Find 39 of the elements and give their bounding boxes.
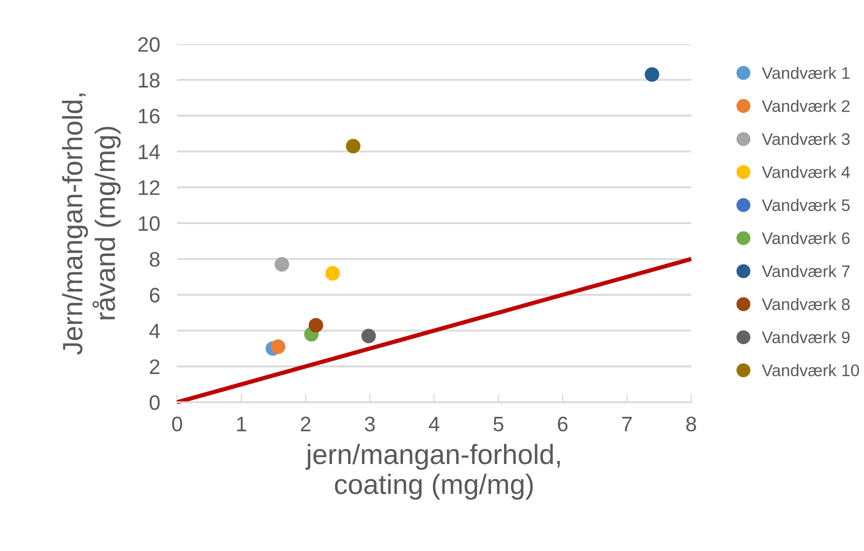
x-tick-label: 1 xyxy=(237,416,246,432)
y-tick-label: 16 xyxy=(138,108,160,124)
legend-label: Vandværk 8 xyxy=(762,298,850,310)
x-tick-label: 7 xyxy=(622,416,632,432)
y-tick-label: 12 xyxy=(138,180,160,195)
y-tick-label: 0 xyxy=(150,395,160,410)
x-tick-label: 0 xyxy=(172,416,182,432)
x-tick-label: 6 xyxy=(558,416,568,432)
legend-label: Vandværk 5 xyxy=(762,198,850,212)
legend-label: Vandværk 10 xyxy=(762,364,860,376)
point xyxy=(270,339,286,354)
y-tick-label: 18 xyxy=(138,72,160,88)
y-tick-label: 4 xyxy=(149,324,160,338)
point xyxy=(308,318,324,333)
y-tick-label: 6 xyxy=(150,288,160,303)
x-tick-label: 8 xyxy=(686,416,696,432)
y-tick-label: 2 xyxy=(150,359,160,374)
legend-label: Vandværk 4 xyxy=(762,166,850,178)
point xyxy=(346,138,360,154)
point xyxy=(644,67,660,82)
x-tick-label: 3 xyxy=(364,416,375,432)
y-axis-title: Jern/mangan-forhold, råvand (mg/mg) xyxy=(62,94,121,355)
legend-label: Vandværk 6 xyxy=(762,232,850,244)
legend-label: Vandværk 3 xyxy=(762,132,850,146)
x-tick-label: 2 xyxy=(300,416,310,432)
x-tick-label: 4 xyxy=(428,416,440,432)
x-axis-title: jern/mangan-forhold, coating (mg/mg) xyxy=(305,444,560,500)
y-tick-label: 10 xyxy=(138,216,160,231)
y-tick-label: 8 xyxy=(150,252,160,267)
legend-label: Vandværk 9 xyxy=(762,331,850,344)
legend-label: Vandværk 2 xyxy=(762,100,850,112)
x-tick-label: 5 xyxy=(493,416,504,432)
point xyxy=(361,328,376,344)
y-tick-label: 20 xyxy=(138,37,160,52)
point xyxy=(325,266,340,281)
legend-label: Vandværk 1 xyxy=(762,66,850,79)
point xyxy=(274,257,290,272)
y-tick-label: 14 xyxy=(138,144,160,160)
legend-label: Vandværk 7 xyxy=(762,264,850,278)
